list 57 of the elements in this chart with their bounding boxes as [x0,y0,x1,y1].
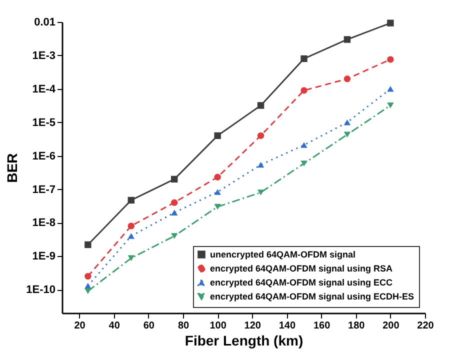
point [257,102,264,109]
point [214,189,221,195]
point [257,190,264,196]
y-tick-label: 1E-3 [32,50,56,62]
legend-label: encrypted 64QAM-OFDM signal using ECC [210,278,394,288]
point [214,174,221,181]
legend-label: unencrypted 64QAM-OFDM signal [210,250,356,260]
point [84,288,92,294]
point [128,222,134,230]
y-tick-label: 1E-5 [32,116,56,129]
point [300,142,308,148]
point [171,176,178,183]
point [387,56,394,63]
x-tick-label: 220 [417,320,434,332]
point [214,132,221,140]
point [300,55,308,62]
y-tick-label: 1E-8 [32,217,56,230]
x-tick-label: 200 [382,320,400,332]
x-tick-label: 80 [178,320,190,332]
point [84,272,92,280]
point [387,20,394,26]
point [128,233,134,239]
point [344,75,351,82]
legend-label: encrypted 64QAM-OFDM signal using ECDH-ES [210,292,414,302]
point [128,255,134,262]
x-tick-label: 140 [278,320,296,332]
point [387,86,394,92]
x-tick-label: 40 [108,320,120,332]
x-tick-label: 180 [348,320,366,332]
point [300,87,308,94]
legend-label: encrypted 64QAM-OFDM signal using RSA [210,264,394,274]
x-tick-label: 20 [74,320,86,332]
y-tick-label: 1E-4 [32,83,56,96]
point [344,119,351,126]
point [344,36,351,43]
y-tick-label: 1E-10 [26,284,56,296]
point [257,132,264,140]
y-tick-label: 0.01 [34,16,56,28]
x-axis-title: Fiber Length (km) [184,332,304,348]
x-tick-label: 120 [244,320,262,332]
point [171,233,178,239]
point [214,204,221,210]
point [387,102,394,108]
point [300,160,308,166]
point [171,210,178,216]
x-tick-label: 160 [313,320,331,332]
y-tick-label: 1E-9 [32,250,56,263]
y-axis-title: BER [4,153,20,183]
point [344,132,351,138]
y-tick-label: 1E-6 [32,150,56,162]
y-tick-label: 1E-7 [32,184,56,196]
point [84,241,92,248]
point [257,162,264,168]
point [171,199,178,206]
x-tick-label: 100 [210,320,227,332]
x-tick-label: 60 [143,320,155,332]
point [128,196,134,204]
